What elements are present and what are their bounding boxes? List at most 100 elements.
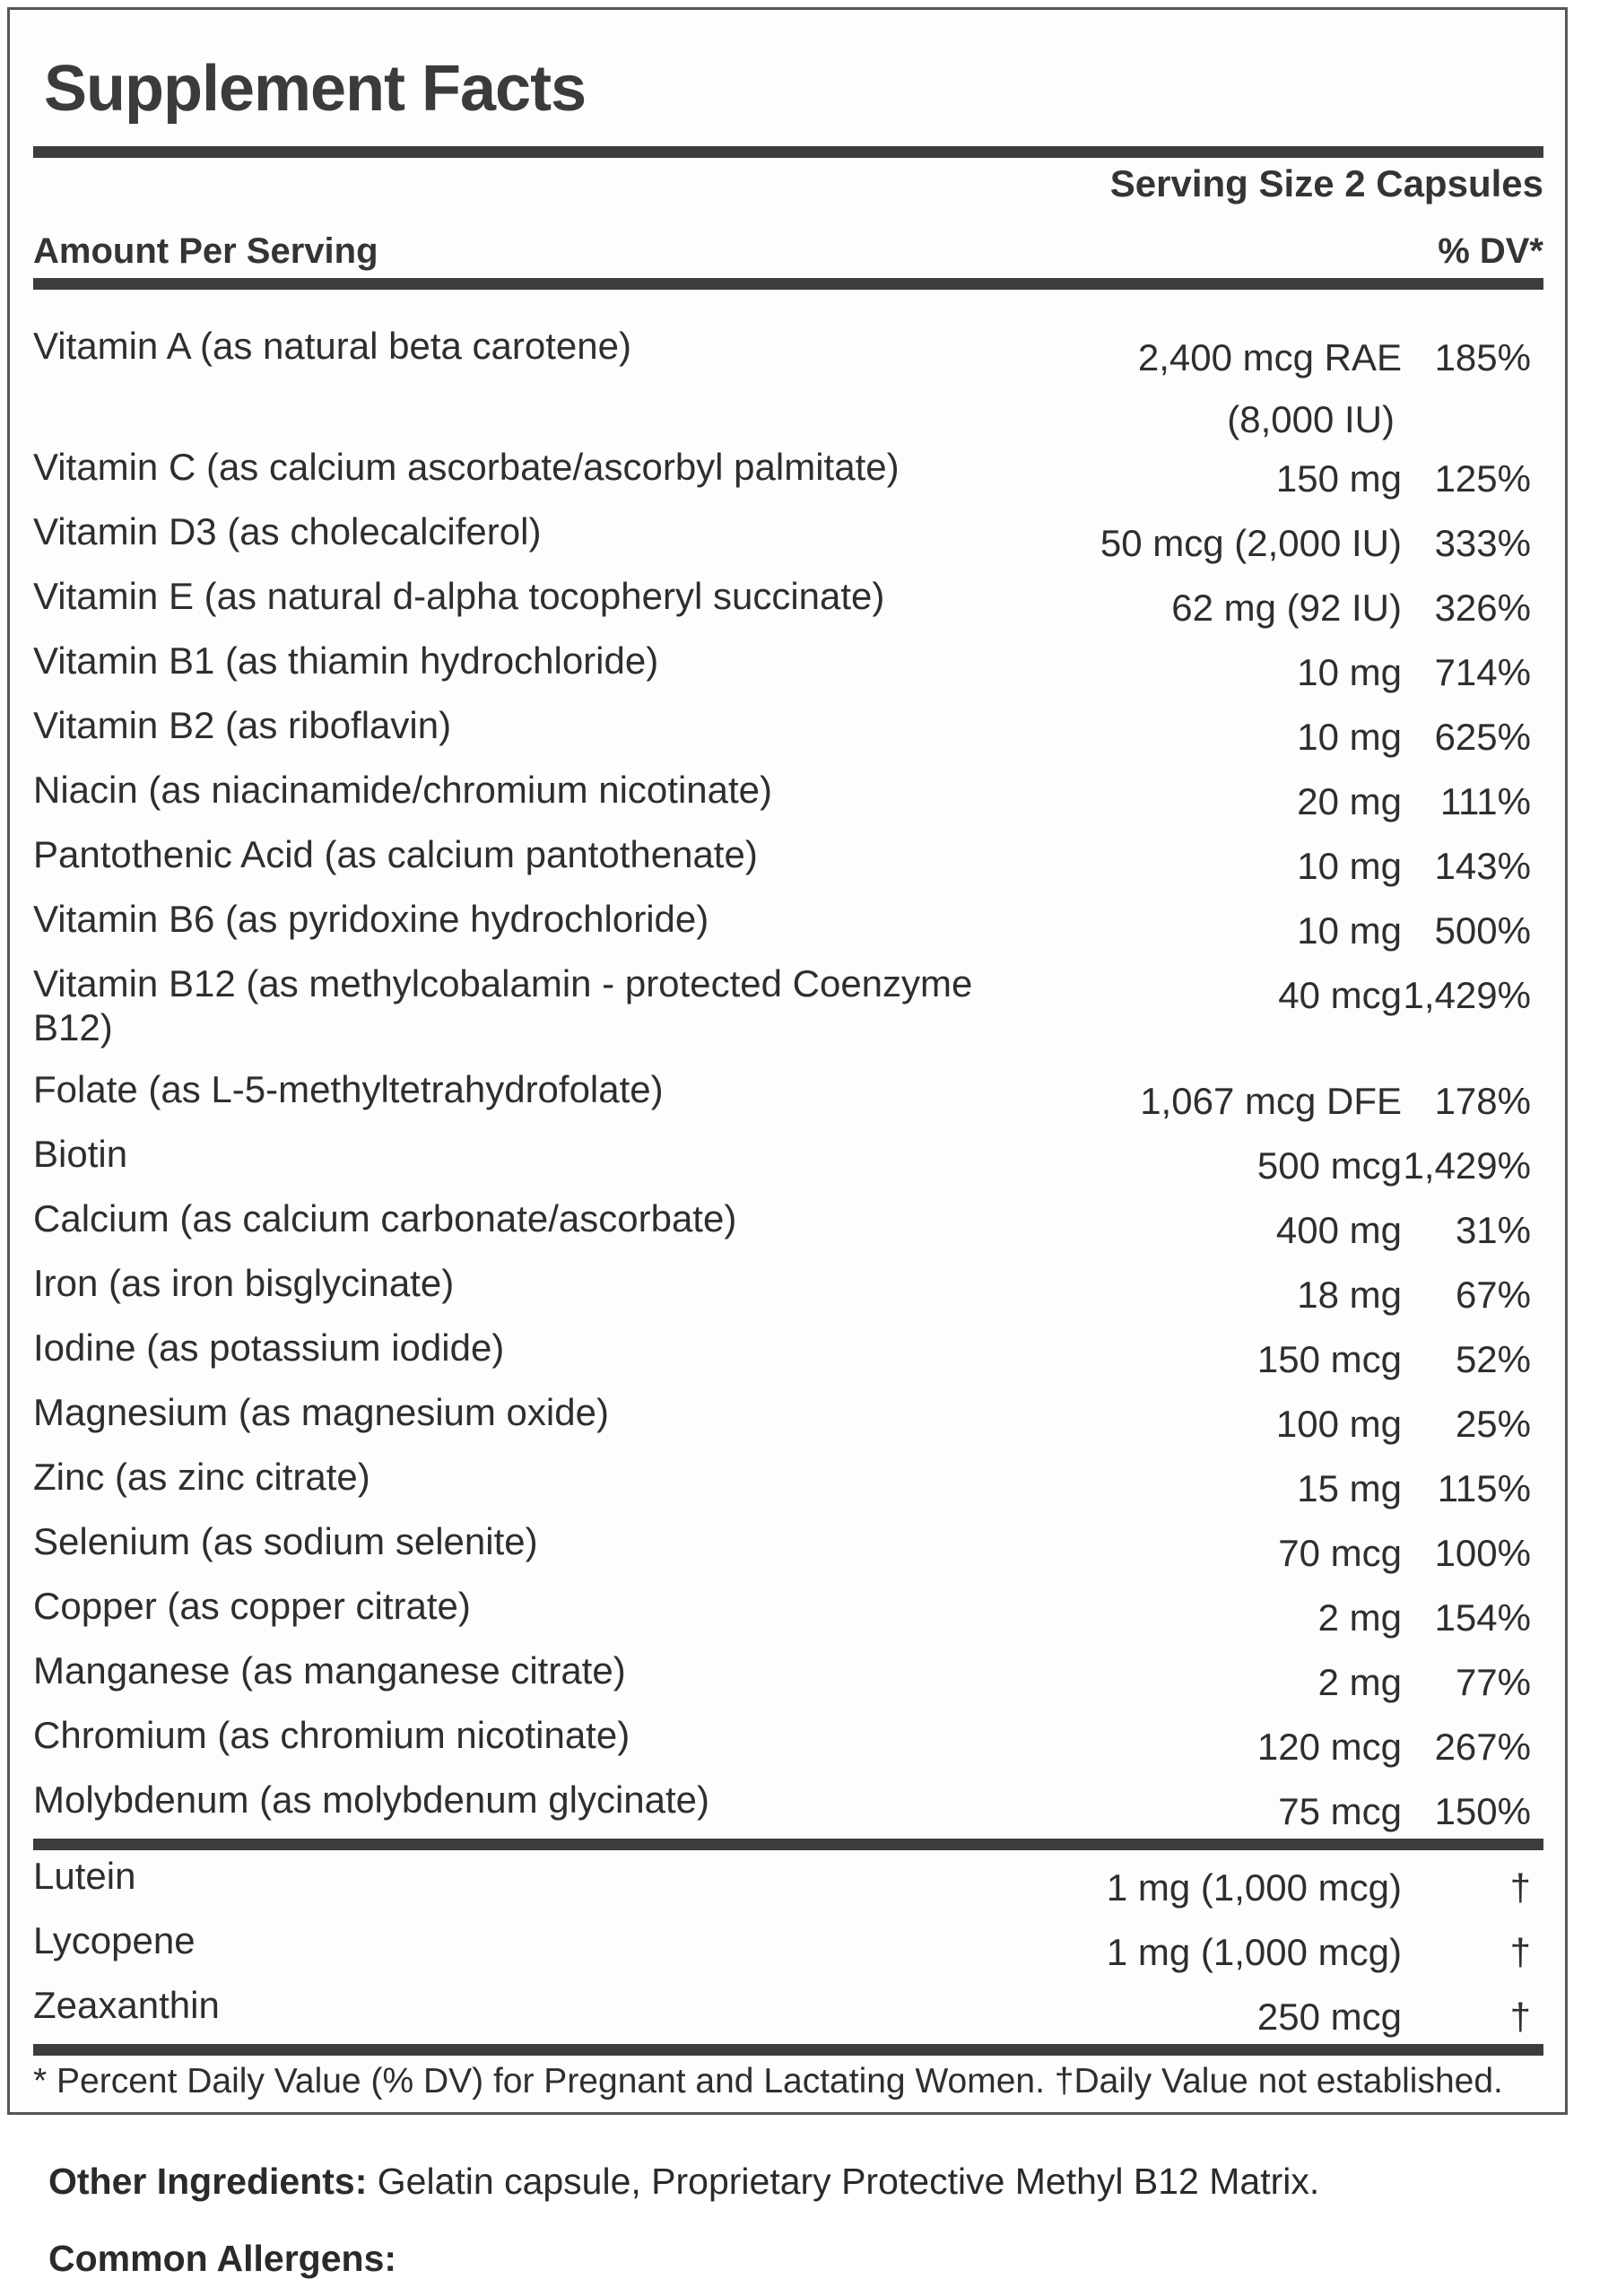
ingredient-amount: 1 mg (1,000 mcg) [1106, 1866, 1402, 1909]
ingredient-amount: 500 mcg [1256, 1144, 1402, 1187]
table-row: Vitamin D3 (as cholecalciferol) 50 mcg (2… [33, 506, 1543, 570]
serving-size: Serving Size 2 Capsules [1109, 162, 1543, 204]
divider-bar-top [33, 146, 1543, 158]
ingredient-amount: 40 mcg [1278, 974, 1402, 1016]
table-row: Iron (as iron bisglycinate) 18 mg 67% [33, 1257, 1543, 1322]
carotenoid-table: Lutein 1 mg (1,000 mcg) † Lycopene 1 mg (1,0… [33, 1850, 1543, 2044]
ingredient-daily-value: 31% [1455, 1209, 1531, 1251]
ingredient-name: Vitamin B12 (as methylcobalamin - protec… [33, 962, 973, 1048]
common-allergens-label: Common Allergens: [48, 2238, 397, 2279]
ingredient-amount: 62 mg (92 IU) [1171, 587, 1402, 629]
table-row: Iodine (as potassium iodide) 150 mcg 52% [33, 1322, 1543, 1387]
table-row: Pantothenic Acid (as calcium pantothenat… [33, 829, 1543, 893]
divider-bar-carotenoids [33, 1839, 1543, 1850]
ingredient-name: Manganese (as manganese citrate) [33, 1649, 626, 1692]
divider-bar-bottom [33, 2044, 1543, 2056]
table-row: Selenium (as sodium selenite) 70 mcg 100% [33, 1516, 1543, 1580]
table-row: Vitamin E (as natural d-alpha tocopheryl… [33, 570, 1543, 635]
table-row: Biotin 500 mcg 1,429% [33, 1128, 1543, 1193]
ingredient-amount: 18 mg [1297, 1274, 1402, 1316]
ingredient-daily-value: 125% [1434, 457, 1531, 500]
ingredient-name: Pantothenic Acid (as calcium pantothenat… [33, 833, 758, 875]
ingredient-amount: 10 mg [1297, 716, 1402, 758]
ingredient-daily-value: † [1509, 1866, 1531, 1909]
table-row: Manganese (as manganese citrate) 2 mg 77% [33, 1645, 1543, 1709]
ingredient-name: Vitamin C (as calcium ascorbate/ascorbyl… [33, 446, 900, 488]
ingredient-daily-value: 25% [1455, 1403, 1531, 1445]
ingredient-name: Vitamin B2 (as riboflavin) [33, 704, 452, 746]
ingredient-daily-value: 267% [1434, 1726, 1531, 1768]
ingredient-name: Iron (as iron bisglycinate) [33, 1262, 455, 1304]
table-row: Zeaxanthin 250 mcg † [33, 1979, 1543, 2044]
ingredient-amount: 75 mcg [1278, 1790, 1402, 1832]
ingredient-name: Zinc (as zinc citrate) [33, 1456, 370, 1498]
ingredient-daily-value: 67% [1455, 1274, 1531, 1316]
other-ingredients-text: Gelatin capsule, Proprietary Protective … [367, 2161, 1320, 2202]
ingredient-daily-value: 154% [1434, 1596, 1531, 1639]
ingredient-amount: 2 mg [1317, 1661, 1402, 1703]
ingredient-name: Folate (as L-5-methyltetrahydrofolate) [33, 1068, 664, 1110]
ingredient-amount: 2,400 mcg RAE (8,000 IU) [1047, 320, 1402, 441]
table-row: Vitamin B2 (as riboflavin) 10 mg 625% [33, 700, 1543, 764]
ingredient-amount: 250 mcg [1256, 1996, 1402, 2038]
supplement-facts-panel: Supplement Facts Serving Size 2 Capsules… [7, 7, 1568, 2115]
table-row: Magnesium (as magnesium oxide) 100 mg 25% [33, 1387, 1543, 1451]
ingredient-daily-value: 100% [1434, 1532, 1531, 1574]
ingredient-name: Vitamin B6 (as pyridoxine hydrochloride) [33, 898, 709, 940]
ingredient-amount: 1 mg (1,000 mcg) [1106, 1931, 1402, 1973]
table-row: Lycopene 1 mg (1,000 mcg) † [33, 1915, 1543, 1979]
ingredient-amount: 1,067 mcg DFE [1140, 1080, 1402, 1122]
table-row: Vitamin C (as calcium ascorbate/ascorbyl… [33, 441, 1543, 506]
ingredient-daily-value: 714% [1434, 651, 1531, 693]
ingredient-amount: 50 mcg (2,000 IU) [1100, 522, 1402, 564]
ingredient-daily-value: 115% [1437, 1467, 1531, 1509]
dv-footnote: * Percent Daily Value (% DV) for Pregnan… [33, 2062, 1503, 2100]
ingredient-name: Molybdenum (as molybdenum glycinate) [33, 1779, 710, 1821]
ingredient-name: Lycopene [33, 1919, 196, 1961]
ingredient-name: Vitamin B1 (as thiamin hydrochloride) [33, 639, 659, 682]
ingredient-daily-value: † [1509, 1996, 1531, 2038]
ingredient-amount: 10 mg [1297, 845, 1402, 887]
table-row: Folate (as L-5-methyltetrahydrofolate) 1,… [33, 1064, 1543, 1128]
ingredient-name: Selenium (as sodium selenite) [33, 1520, 538, 1562]
table-row: Calcium (as calcium carbonate/ascorbate)… [33, 1193, 1543, 1257]
other-ingredients: Other Ingredients: Gelatin capsule, Prop… [48, 2160, 1319, 2203]
ingredient-amount: 400 mg [1275, 1209, 1402, 1251]
ingredient-name: Vitamin A (as natural beta carotene) [33, 325, 631, 367]
ingredient-daily-value: 326% [1434, 587, 1531, 629]
ingredient-name: Vitamin D3 (as cholecalciferol) [33, 510, 542, 552]
other-ingredients-label: Other Ingredients: [48, 2161, 368, 2202]
ingredient-amount: 20 mg [1297, 780, 1402, 822]
ingredient-name: Chromium (as chromium nicotinate) [33, 1714, 630, 1756]
ingredient-name: Lutein [33, 1855, 136, 1897]
table-row: Vitamin B6 (as pyridoxine hydrochloride)… [33, 893, 1543, 958]
amount-per-serving-header: Amount Per Serving [33, 231, 378, 271]
table-row: Vitamin A (as natural beta carotene) 2,40… [33, 320, 1543, 441]
ingredient-name: Copper (as copper citrate) [33, 1585, 471, 1627]
ingredient-amount: 120 mcg [1256, 1726, 1402, 1768]
ingredient-name: Zeaxanthin [33, 1984, 220, 2026]
ingredient-daily-value: † [1509, 1931, 1531, 1973]
table-row: Niacin (as niacinamide/chromium nicotina… [33, 764, 1543, 829]
nutrient-table: Vitamin A (as natural beta carotene) 2,40… [33, 290, 1543, 1839]
ingredient-amount: 15 mg [1297, 1467, 1402, 1509]
ingredient-name: Niacin (as niacinamide/chromium nicotina… [33, 769, 773, 811]
ingredient-daily-value: 185% [1434, 336, 1531, 378]
ingredient-amount: 10 mg [1297, 909, 1402, 952]
table-row: Vitamin B12 (as methylcobalamin - protec… [33, 958, 1543, 1049]
ingredient-amount: 10 mg [1297, 651, 1402, 693]
ingredient-daily-value: 178% [1434, 1080, 1531, 1122]
ingredient-amount: 150 mg [1275, 457, 1402, 500]
ingredient-amount: 150 mcg [1256, 1338, 1402, 1380]
ingredient-amount: 70 mcg [1278, 1532, 1402, 1574]
table-row: Chromium (as chromium nicotinate) 120 mcg… [33, 1709, 1543, 1774]
divider-bar-header [33, 278, 1543, 290]
table-row: Molybdenum (as molybdenum glycinate) 75 m… [33, 1774, 1543, 1839]
ingredient-daily-value: 111% [1439, 780, 1531, 822]
ingredient-name: Vitamin E (as natural d-alpha tocopheryl… [33, 575, 885, 617]
table-row: Lutein 1 mg (1,000 mcg) † [33, 1850, 1543, 1915]
ingredient-amount: 2 mg [1317, 1596, 1402, 1639]
ingredient-daily-value: 150% [1434, 1790, 1531, 1832]
ingredient-name: Iodine (as potassium iodide) [33, 1326, 505, 1369]
table-row: Vitamin B1 (as thiamin hydrochloride) 10 … [33, 635, 1543, 700]
